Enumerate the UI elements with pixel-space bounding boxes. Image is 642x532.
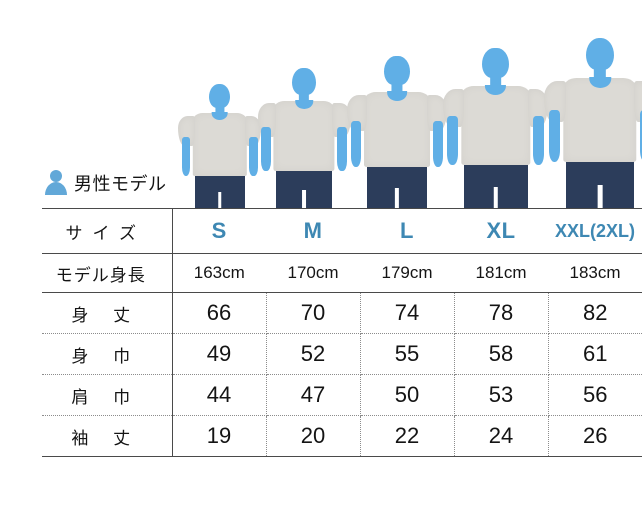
model-jeans: [463, 163, 528, 212]
model-illustration-strip: [178, 37, 642, 212]
model-height-m: 170cm: [266, 253, 360, 293]
model-height-s: 163cm: [172, 253, 266, 293]
row-label-size: サイズ: [42, 208, 173, 254]
model-tshirt: [192, 113, 247, 176]
model-jeans: [275, 168, 333, 212]
table-row-size: サイズ S M L XL XXL(2XL): [42, 208, 642, 254]
row-label-model-height: モデル身長: [42, 253, 173, 293]
size-header-xxl: XXL(2XL): [548, 208, 642, 254]
shoulder-width-xxl: 56: [548, 374, 642, 416]
model-height-xxl: 183cm: [548, 253, 642, 293]
model-head-icon: [384, 55, 410, 86]
sleeve-length-m: 20: [266, 415, 361, 457]
model-arm-l: [350, 120, 361, 168]
size-header-s: S: [172, 208, 266, 254]
model-tshirt: [273, 100, 335, 171]
table-row-shoulder-width: 肩 巾 44 47 50 53 56: [42, 374, 642, 416]
model-height-xl: 181cm: [454, 253, 548, 293]
model-arm-l: [447, 115, 458, 166]
model-height-l: 179cm: [360, 253, 454, 293]
size-header-xl: XL: [454, 208, 548, 254]
model-arm-l: [548, 109, 560, 163]
model-figure-xxl2xl: [544, 37, 642, 212]
model-figure-s: [178, 84, 262, 212]
model-sleeve-r: [633, 81, 642, 122]
model-jeans: [366, 165, 428, 212]
model-torso: [442, 85, 549, 166]
model-tshirt: [461, 85, 531, 166]
model-head-icon: [585, 37, 614, 71]
table-row-body-length: 身 丈 66 70 74 78 82: [42, 292, 642, 334]
model-head-icon: [482, 47, 509, 79]
body-width-xl: 58: [454, 333, 549, 375]
body-length-xxl: 82: [548, 292, 642, 334]
size-header-m: M: [266, 208, 360, 254]
model-tshirt: [363, 91, 430, 168]
sleeve-length-l: 22: [360, 415, 455, 457]
legend: 男性モデル: [44, 168, 167, 198]
shoulder-width-xl: 53: [454, 374, 549, 416]
model-arm-l: [261, 127, 271, 171]
body-length-l: 74: [360, 292, 455, 334]
shoulder-width-m: 47: [266, 374, 361, 416]
body-width-l: 55: [360, 333, 455, 375]
model-figure-xl: [442, 47, 549, 212]
table-row-sleeve-length: 袖 丈 19 20 22 24 26: [42, 415, 642, 457]
model-torso: [257, 100, 351, 171]
model-torso: [346, 91, 448, 168]
model-figure-m: [257, 67, 351, 212]
body-length-xl: 78: [454, 292, 549, 334]
body-width-m: 52: [266, 333, 361, 375]
sleeve-length-xxl: 26: [548, 415, 642, 457]
body-width-s: 49: [172, 333, 267, 375]
table-row-model-height: モデル身長 163cm 170cm 179cm 181cm 183cm: [42, 253, 642, 293]
model-arm-r: [533, 115, 545, 166]
model-arm-r: [639, 109, 642, 163]
model-head-icon: [292, 67, 316, 95]
body-length-s: 66: [172, 292, 267, 334]
person-icon: [44, 170, 67, 196]
row-label-body-width: 身 巾: [42, 333, 173, 375]
model-jeans: [194, 173, 245, 212]
legend-label: 男性モデル: [74, 174, 167, 194]
shoulder-width-s: 44: [172, 374, 267, 416]
row-label-body-length: 身 丈: [42, 292, 173, 334]
model-torso: [178, 113, 262, 176]
model-arm-r: [337, 127, 347, 171]
model-tshirt: [563, 77, 637, 163]
body-width-xxl: 61: [548, 333, 642, 375]
model-head-icon: [209, 84, 231, 109]
model-arm-r: [249, 136, 258, 176]
table-row-body-width: 身 巾 49 52 55 58 61: [42, 333, 642, 375]
sleeve-length-xl: 24: [454, 415, 549, 457]
model-arm-l: [181, 136, 191, 176]
row-label-shoulder-width: 肩 巾: [42, 374, 173, 416]
model-figure-l: [346, 55, 448, 212]
shoulder-width-l: 50: [360, 374, 455, 416]
model-torso: [544, 77, 642, 163]
model-jeans: [566, 160, 634, 212]
model-arm-r: [432, 120, 444, 168]
body-length-m: 70: [266, 292, 361, 334]
row-label-sleeve-length: 袖 丈: [42, 415, 173, 457]
size-header-l: L: [360, 208, 454, 254]
sleeve-length-s: 19: [172, 415, 267, 457]
size-chart-table: サイズ S M L XL XXL(2XL) モデル身長 163cm 170cm …: [42, 208, 642, 457]
